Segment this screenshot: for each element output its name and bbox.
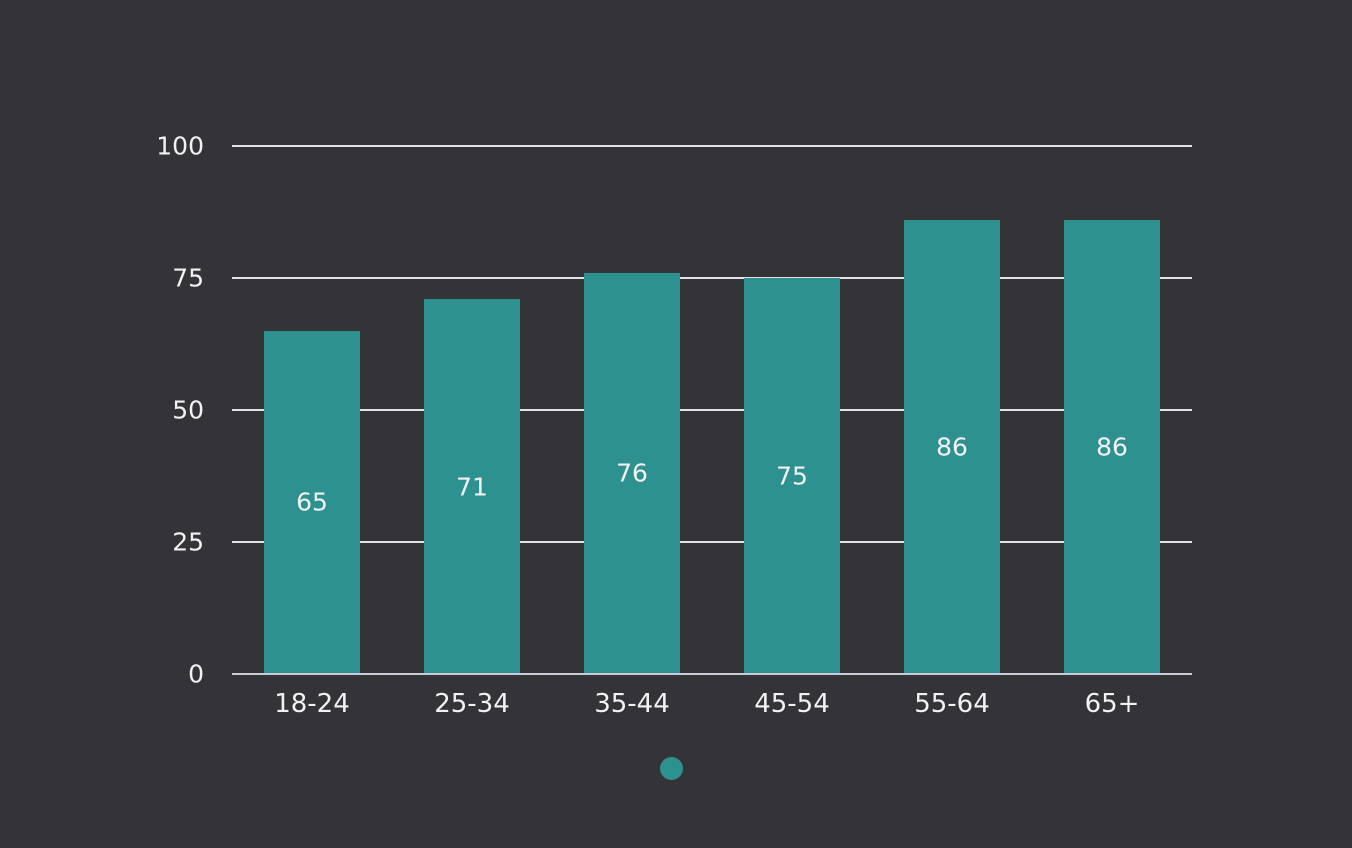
bar-value-label: 76 bbox=[616, 458, 648, 488]
bar-value-label: 65 bbox=[296, 487, 328, 517]
bar-25-34[interactable]: 71 bbox=[424, 299, 520, 674]
legend-marker-icon[interactable] bbox=[660, 757, 683, 780]
bar-55-64[interactable]: 86 bbox=[904, 219, 1000, 674]
bar-45-54[interactable]: 75 bbox=[744, 278, 840, 674]
bar-slot: 76 35-44 bbox=[552, 146, 712, 719]
x-tick-label: 55-64 bbox=[914, 689, 990, 719]
gridline bbox=[232, 145, 1192, 147]
bar-value-label: 86 bbox=[936, 432, 968, 462]
bar-slot: 86 55-64 bbox=[872, 146, 1032, 719]
y-tick-label: 50 bbox=[172, 395, 204, 425]
gridline bbox=[232, 541, 1192, 543]
bar-value-label: 86 bbox=[1096, 432, 1128, 462]
bar-slot: 86 65+ bbox=[1032, 146, 1192, 719]
bar-65+[interactable]: 86 bbox=[1064, 219, 1160, 674]
x-axis-line bbox=[232, 673, 1192, 675]
bar-slot: 65 18-24 bbox=[232, 146, 392, 719]
bar-value-label: 75 bbox=[776, 461, 808, 491]
y-tick-label: 100 bbox=[156, 131, 204, 161]
x-tick-label: 35-44 bbox=[594, 689, 670, 719]
plot-area: 0 25 50 75 100 65 18-24 71 25-34 76 35-44 75 45-54 8… bbox=[156, 134, 1192, 719]
bar-18-24[interactable]: 65 bbox=[264, 330, 360, 674]
bar-slot: 75 45-54 bbox=[712, 146, 872, 719]
bar-slot: 71 25-34 bbox=[392, 146, 552, 719]
x-tick-label: 45-54 bbox=[754, 689, 830, 719]
y-tick-label: 75 bbox=[172, 263, 204, 293]
bar-value-label: 71 bbox=[456, 472, 488, 502]
y-tick-label: 25 bbox=[172, 527, 204, 557]
y-tick-label: 0 bbox=[188, 659, 204, 689]
x-tick-label: 25-34 bbox=[434, 689, 510, 719]
legend bbox=[0, 757, 1343, 780]
x-tick-label: 18-24 bbox=[274, 689, 350, 719]
bar-35-44[interactable]: 76 bbox=[584, 272, 680, 674]
gridline bbox=[232, 277, 1192, 279]
x-tick-label: 65+ bbox=[1084, 689, 1140, 719]
gridline bbox=[232, 409, 1192, 411]
